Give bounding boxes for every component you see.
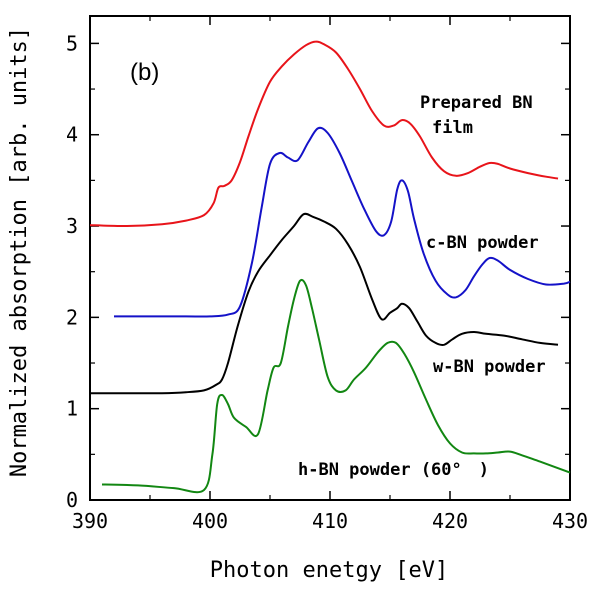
y-tick-label: 5 <box>66 31 78 55</box>
series-line-prepared-bn-film <box>89 40 559 228</box>
x-tick-label: 400 <box>192 509 228 533</box>
series-label-w-bn-powder: w-BN powder <box>433 357 546 377</box>
x-tick-label: 420 <box>432 509 468 533</box>
panel-label: (b) <box>130 59 159 86</box>
series-label-h-bn-powder: h-BN powder (60° ) <box>298 460 489 480</box>
series-line-w-bn-powder <box>90 212 559 395</box>
y-tick-label: 4 <box>66 123 78 147</box>
plot-frame <box>89 15 571 501</box>
y-tick-label: 3 <box>66 214 78 238</box>
x-tick-label: 410 <box>312 509 348 533</box>
series-line-c-bn-powder <box>114 126 571 318</box>
x-tick-label: 430 <box>552 509 588 533</box>
series-label-prepared-bn-film-line1: Prepared BN <box>420 93 533 113</box>
x-axis-title: Photon enetgy [eV] <box>210 558 448 583</box>
x-tick-label: 390 <box>72 509 108 533</box>
y-axis-title: Normalized absorption [arb. units] <box>7 27 32 477</box>
series-label-prepared-bn-film-line2: film <box>432 118 473 138</box>
y-tick-label: 1 <box>66 397 78 421</box>
series-label-c-bn-powder: c-BN powder <box>426 233 539 253</box>
y-tick-label: 2 <box>66 305 78 329</box>
y-tick-label: 0 <box>66 488 78 512</box>
series-line-h-bn-powder <box>101 278 571 494</box>
